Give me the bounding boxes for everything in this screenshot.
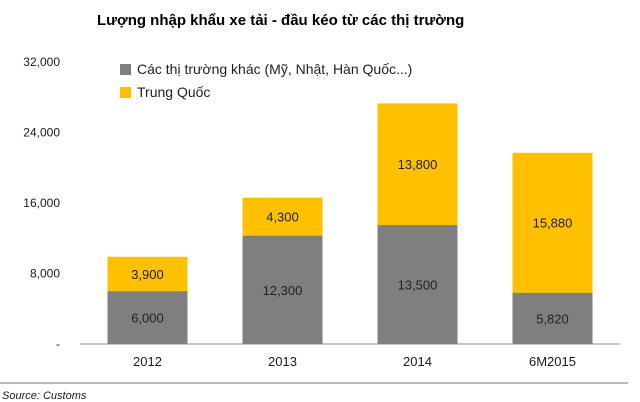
data-label: 13,800 — [398, 157, 438, 172]
bar-segment — [377, 225, 458, 344]
bar-segment — [242, 235, 323, 344]
data-label: 15,880 — [533, 216, 573, 231]
data-label: 4,300 — [266, 210, 299, 225]
legend-label: Các thị trường khác (Mỹ, Nhật, Hàn Quốc.… — [137, 61, 412, 77]
chart-title: Lượng nhập khẩu xe tải - đầu kéo từ các … — [97, 12, 464, 29]
x-tick-label: 6M2015 — [529, 354, 576, 369]
data-label: 5,820 — [536, 311, 569, 326]
y-tick-label: 24,000 — [23, 126, 60, 140]
bar-segment — [107, 291, 188, 344]
bar-segment — [242, 197, 323, 236]
data-label: 3,900 — [131, 267, 164, 282]
bars: 6,000 3,900 12,300 4,300 13,500 13,800 5,820 15… — [107, 103, 593, 344]
data-label: 6,000 — [131, 311, 164, 326]
data-label: 13,500 — [398, 278, 438, 293]
y-tick-label: - — [56, 337, 60, 351]
y-tick-label: 32,000 — [23, 55, 60, 69]
legend-swatch — [120, 64, 131, 75]
bar-segment — [377, 103, 458, 226]
bar-segment — [107, 256, 188, 292]
y-tick-label: 16,000 — [23, 196, 60, 210]
x-tick-label: 2014 — [403, 354, 432, 369]
data-label: 12,300 — [263, 283, 303, 298]
source-note: Source: Customs — [2, 390, 87, 402]
x-tick-label: 2013 — [268, 354, 297, 369]
x-tick-label: 2012 — [133, 354, 162, 369]
legend-label: Trung Quốc — [137, 84, 210, 100]
legend-swatch — [120, 87, 131, 98]
bar-segment — [512, 152, 593, 293]
x-axis: 2012 2013 2014 6M2015 — [133, 354, 576, 369]
y-tick-label: 8,000 — [30, 267, 60, 281]
y-axis: - 8,000 16,000 24,000 32,000 — [23, 55, 60, 351]
legend: Các thị trường khác (Mỹ, Nhật, Hàn Quốc.… — [120, 61, 412, 100]
bar-segment — [512, 292, 593, 344]
